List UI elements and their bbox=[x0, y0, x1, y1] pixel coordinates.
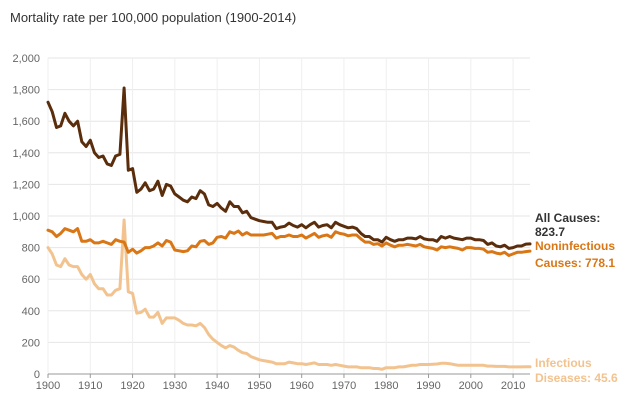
y-tick-label: 0 bbox=[34, 369, 40, 381]
y-tick-label: 400 bbox=[22, 306, 40, 318]
x-tick-label: 1940 bbox=[205, 380, 229, 392]
y-tick-label: 600 bbox=[22, 274, 40, 286]
y-tick-label: 200 bbox=[22, 337, 40, 349]
x-tick-label: 1980 bbox=[374, 380, 398, 392]
x-tick-label: 1900 bbox=[36, 380, 60, 392]
series-line-inf bbox=[46, 218, 532, 371]
x-tick-label: 1920 bbox=[120, 380, 144, 392]
series-label-nonin: Noninfectious bbox=[535, 239, 615, 253]
y-tick-label: 1,000 bbox=[12, 211, 40, 223]
y-tick-label: 800 bbox=[22, 243, 40, 255]
gridlines bbox=[47, 57, 530, 375]
series-label-nonin: Causes: 778.1 bbox=[535, 256, 615, 270]
y-tick-label: 1,800 bbox=[12, 85, 40, 97]
x-tick-label: 2010 bbox=[501, 380, 525, 392]
x-tick-label: 1990 bbox=[416, 380, 440, 392]
x-tick-label: 2000 bbox=[459, 380, 483, 392]
y-tick-label: 1,200 bbox=[12, 179, 40, 191]
series-label-all: 823.7 bbox=[535, 225, 565, 239]
x-tick-label: 1960 bbox=[289, 380, 313, 392]
x-tick-label: 1910 bbox=[78, 380, 102, 392]
y-tick-label: 1,400 bbox=[12, 148, 40, 160]
series-label-all: All Causes: bbox=[535, 211, 600, 225]
y-tick-label: 1,600 bbox=[12, 116, 40, 128]
x-tick-label: 1930 bbox=[163, 380, 187, 392]
series-lines bbox=[46, 86, 532, 371]
series-line-all bbox=[46, 86, 532, 250]
chart-title: Mortality rate per 100,000 population (1… bbox=[10, 10, 297, 25]
x-tick-label: 1950 bbox=[247, 380, 271, 392]
axes: 0 200 400 600 800 1,000 1,200 1,400 1,600 1,800 2,… bbox=[12, 53, 530, 392]
series-label-inf: Infectious bbox=[535, 356, 592, 370]
x-tick-label: 1970 bbox=[332, 380, 356, 392]
series-label-inf: Diseases: 45.6 bbox=[535, 371, 618, 385]
y-tick-label: 2,000 bbox=[12, 53, 40, 65]
series-line-nonin bbox=[46, 227, 532, 257]
